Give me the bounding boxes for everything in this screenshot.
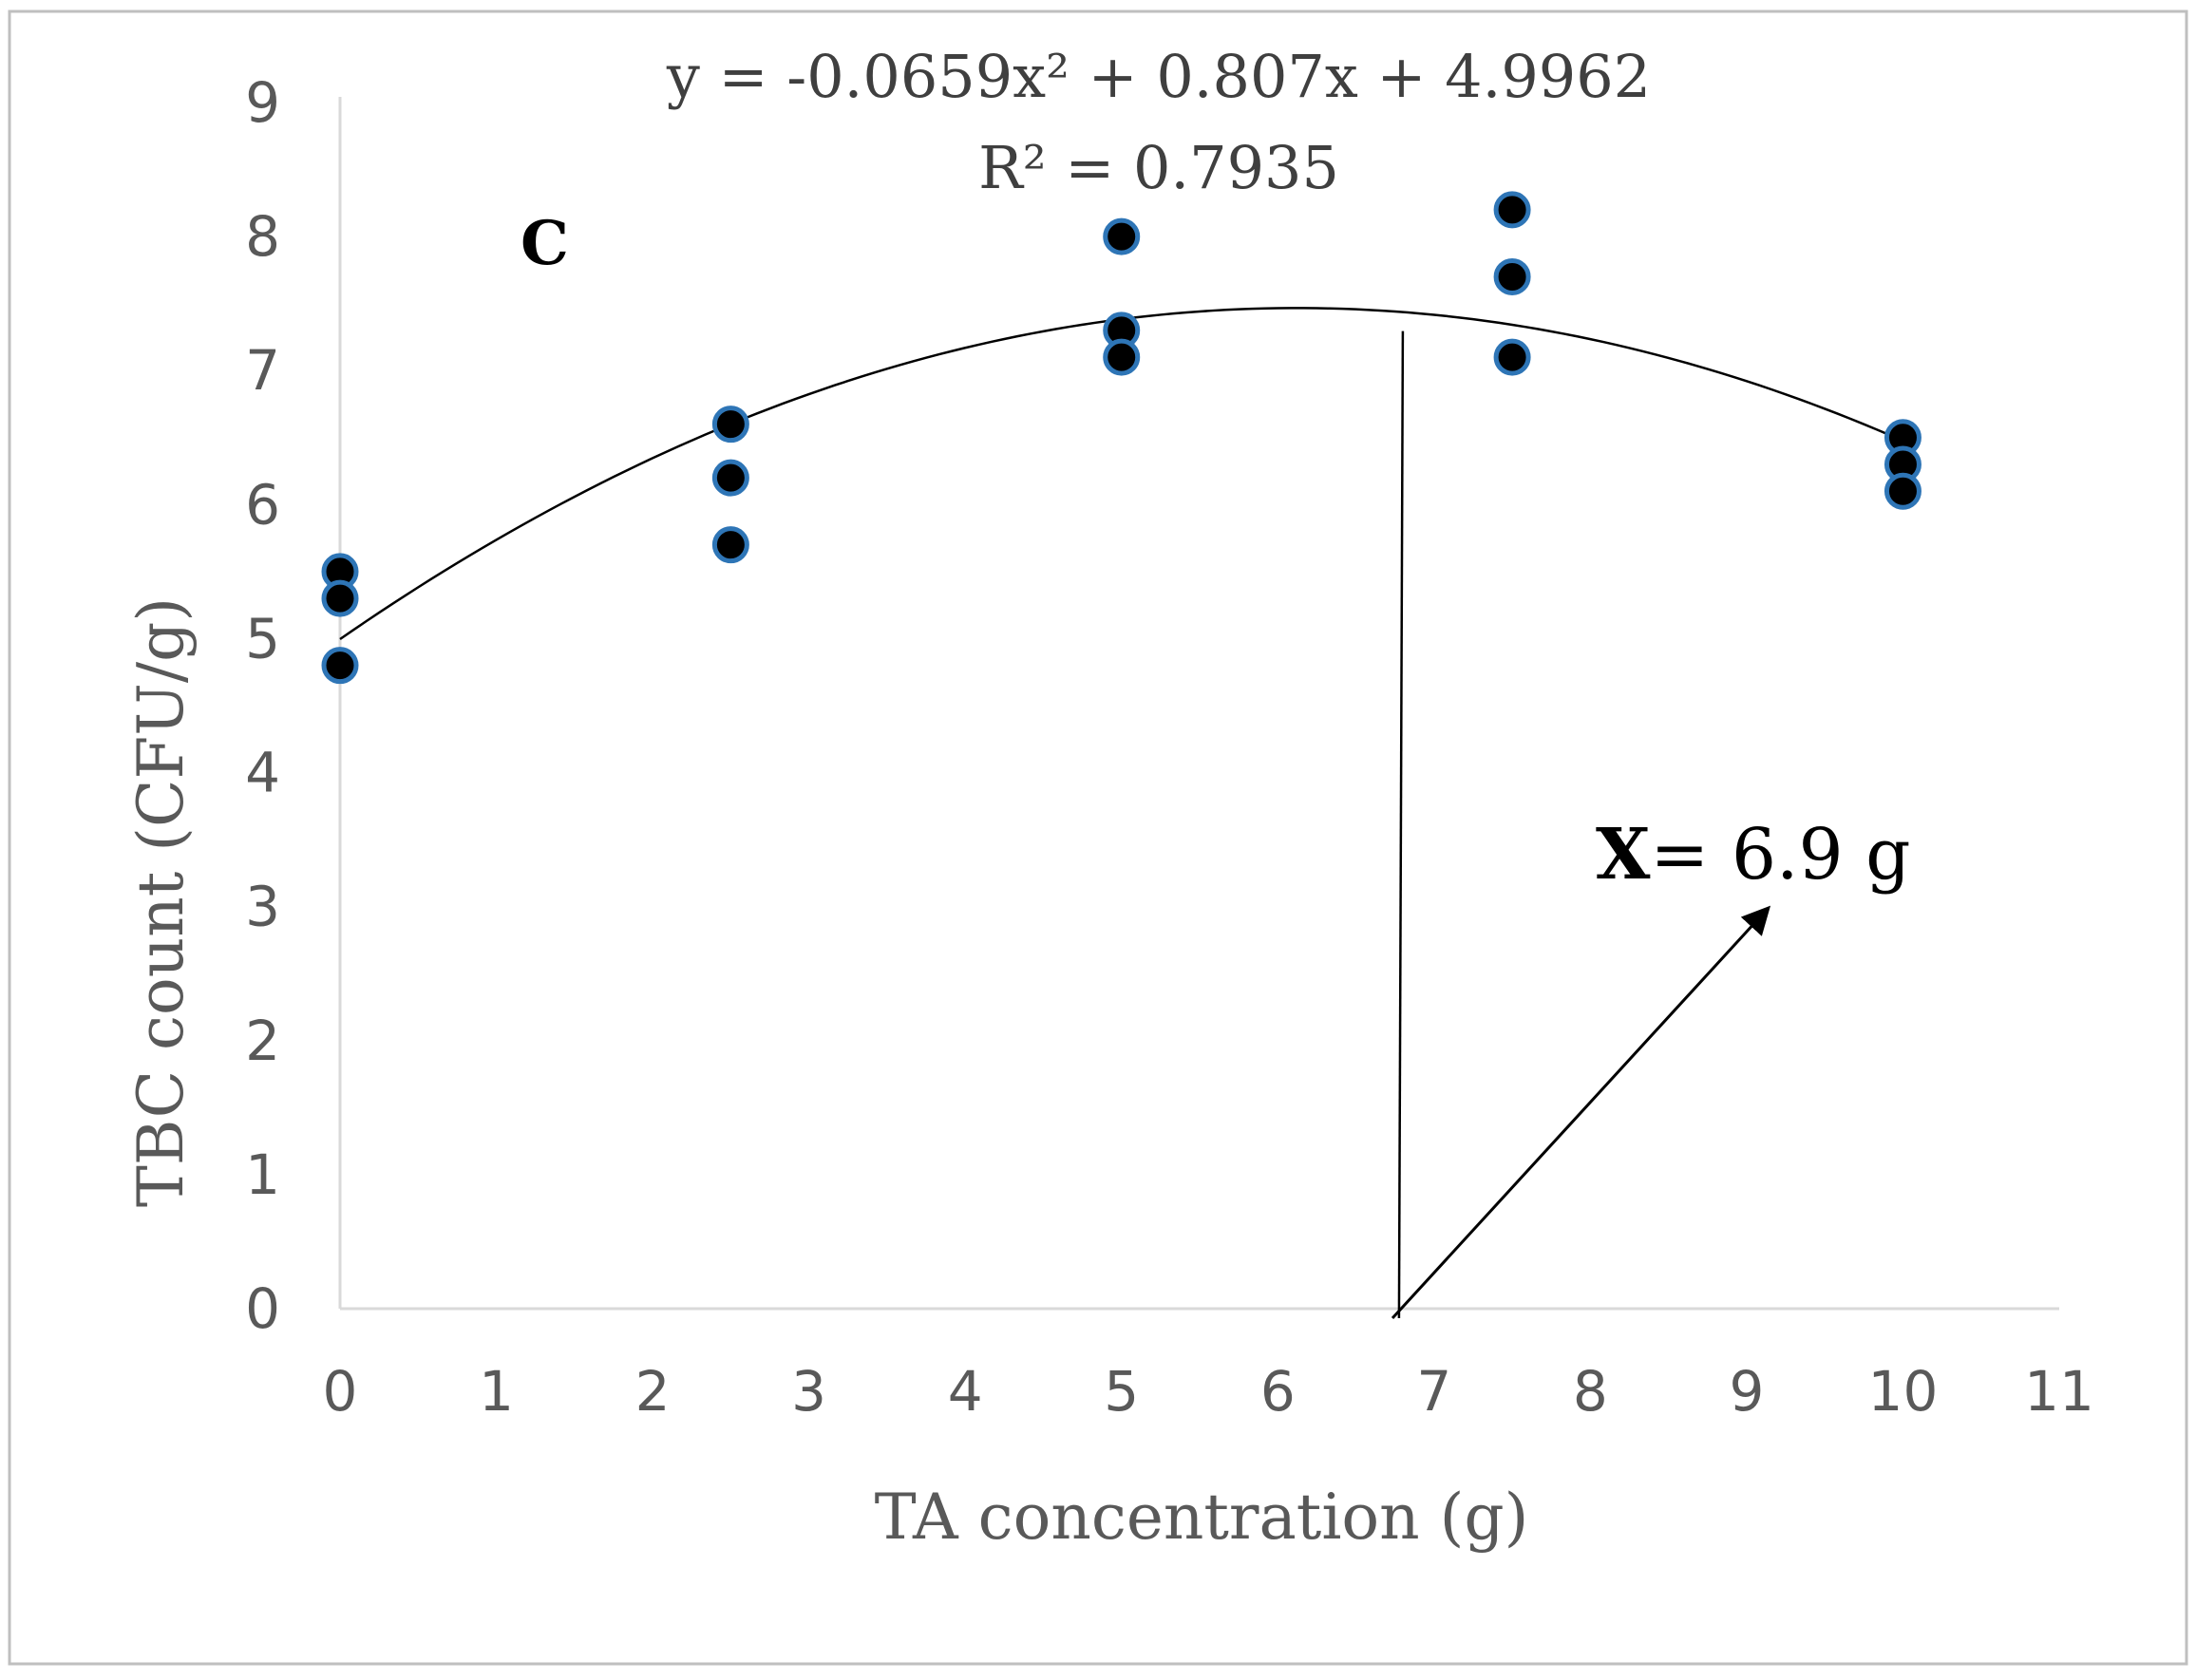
optimum-vertical-line	[1397, 330, 1405, 1319]
data-point	[321, 647, 359, 685]
y-tick-label: 1	[245, 1142, 280, 1207]
y-tick-label: 2	[245, 1009, 280, 1073]
x-tick-label: 2	[635, 1359, 671, 1424]
x-axis-title: TA concentration (g)	[875, 1481, 1529, 1554]
y-tick-label: 8	[245, 204, 280, 269]
y-tick-label: 7	[245, 338, 280, 403]
y-tick-label: 0	[245, 1276, 280, 1341]
optimum-arrow	[1391, 905, 1771, 1320]
x-tick-label: 6	[1260, 1359, 1296, 1424]
optimum-label: X= 6.9 g	[1596, 814, 1911, 896]
data-point	[1103, 338, 1141, 376]
x-tick-label: 1	[479, 1359, 514, 1424]
optimum-label-value: = 6.9 g	[1650, 814, 1910, 896]
y-tick-label: 3	[245, 875, 280, 939]
x-tick-label: 9	[1729, 1359, 1764, 1424]
data-points	[321, 191, 1922, 685]
data-point	[1493, 257, 1531, 295]
x-tick-label: 0	[323, 1359, 358, 1424]
data-point	[1493, 191, 1531, 229]
figure-frame	[8, 9, 2188, 1666]
tick-labels: 0 1 2 3 4 5 6 7 8 9 10 11 0 1 2 3 4 5 6 7 8 9	[245, 70, 2094, 1424]
x-tick-label: 11	[2024, 1359, 2094, 1424]
trendline-r-squared: R² = 0.7935	[978, 133, 1339, 202]
panel-label: C	[521, 208, 569, 279]
data-point	[321, 579, 359, 617]
trendline-equation: y = -0.0659x² + 0.807x + 4.9962	[666, 42, 1651, 111]
y-axis-title: TBC count (CFU/g)	[124, 597, 198, 1207]
data-point	[711, 526, 749, 564]
data-point	[1884, 472, 1922, 510]
x-tick-label: 5	[1104, 1359, 1139, 1424]
data-point	[711, 406, 749, 444]
x-tick-label: 10	[1868, 1359, 1939, 1424]
x-tick-label: 3	[791, 1359, 826, 1424]
data-point	[1103, 217, 1141, 255]
y-tick-label: 6	[245, 472, 280, 537]
x-tick-label: 4	[948, 1359, 983, 1424]
data-point	[1493, 338, 1531, 376]
optimum-label-prefix: X	[1596, 814, 1651, 896]
x-tick-label: 7	[1416, 1359, 1451, 1424]
x-tick-label: 8	[1573, 1359, 1608, 1424]
y-tick-label: 5	[245, 606, 280, 670]
axes	[338, 97, 2059, 1311]
y-tick-label: 9	[245, 70, 280, 135]
y-tick-label: 4	[245, 741, 280, 805]
data-point	[711, 459, 749, 497]
